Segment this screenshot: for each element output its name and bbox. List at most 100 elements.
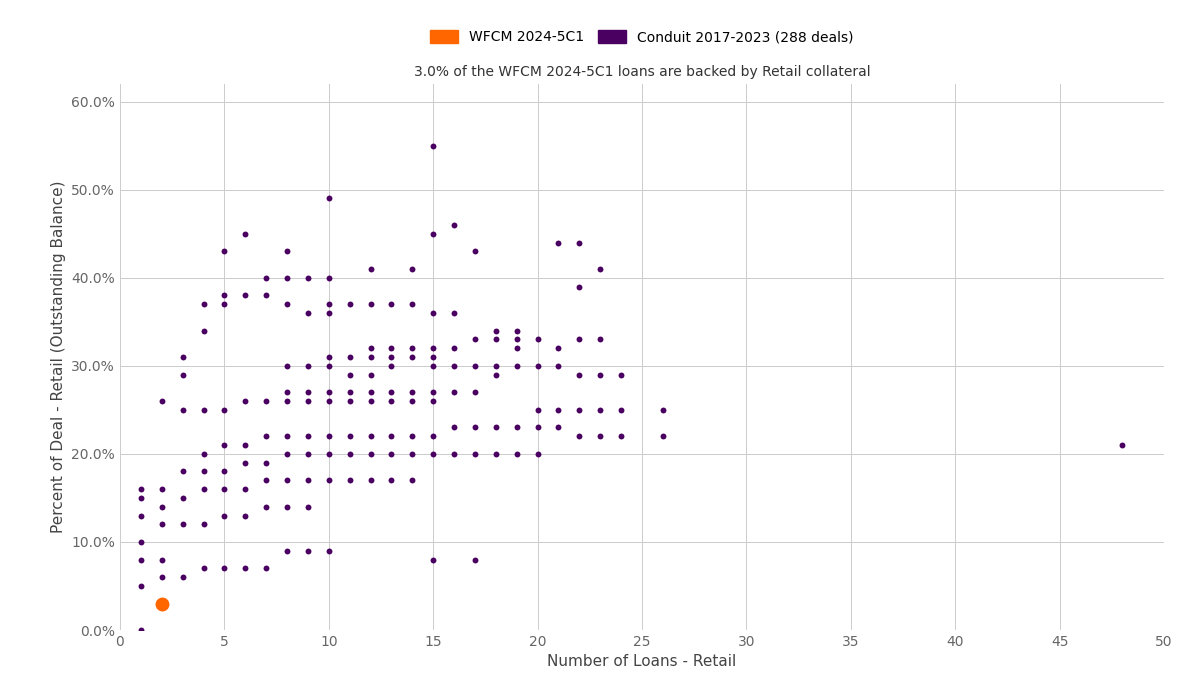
Point (590, 263, 610, 274)
Point (340, 386, 359, 398)
Point (215, 466, 234, 477)
Point (570, 369, 589, 380)
Point (152, 598, 172, 609)
Point (194, 404, 214, 415)
Point (424, 448, 443, 459)
Point (486, 360, 505, 372)
Point (340, 430, 359, 442)
Point (235, 457, 254, 468)
Y-axis label: Percent of Deal - Retail (Outstanding Balance): Percent of Deal - Retail (Outstanding Ba… (50, 181, 66, 533)
Point (548, 360, 568, 372)
Point (590, 334, 610, 345)
Point (173, 351, 192, 363)
Point (590, 430, 610, 442)
Point (235, 563, 254, 574)
Point (466, 554, 485, 565)
Point (319, 351, 338, 363)
Point (277, 545, 296, 557)
Point (257, 272, 276, 284)
Point (528, 422, 547, 433)
Point (466, 386, 485, 398)
Point (319, 475, 338, 486)
Point (235, 440, 254, 451)
Point (173, 519, 192, 530)
Point (612, 369, 631, 380)
Legend: WFCM 2024-5C1, Conduit 2017-2023 (288 deals): WFCM 2024-5C1, Conduit 2017-2023 (288 de… (431, 30, 853, 44)
Point (277, 360, 296, 372)
Point (152, 519, 172, 530)
Point (257, 457, 276, 468)
Point (653, 404, 672, 415)
Point (340, 475, 359, 486)
Point (299, 501, 318, 512)
Point (548, 237, 568, 248)
Point (486, 369, 505, 380)
Point (570, 430, 589, 442)
Title: 3.0% of the WFCM 2024-5C1 loans are backed by Retail collateral: 3.0% of the WFCM 2024-5C1 loans are back… (414, 64, 870, 78)
Point (486, 422, 505, 433)
X-axis label: Number of Loans - Retail: Number of Loans - Retail (547, 654, 737, 669)
Point (299, 272, 318, 284)
Point (152, 501, 172, 512)
Point (194, 448, 214, 459)
Point (570, 281, 589, 292)
Point (403, 342, 422, 354)
Point (235, 510, 254, 521)
Point (361, 299, 380, 310)
Point (131, 510, 150, 521)
Point (215, 290, 234, 301)
Point (403, 299, 422, 310)
Point (215, 440, 234, 451)
Point (319, 360, 338, 372)
Point (215, 246, 234, 257)
Point (444, 422, 463, 433)
Point (299, 360, 318, 372)
Point (424, 554, 443, 565)
Point (570, 237, 589, 248)
Point (382, 448, 401, 459)
Point (466, 422, 485, 433)
Point (528, 404, 547, 415)
Point (382, 342, 401, 354)
Point (215, 299, 234, 310)
Point (403, 395, 422, 407)
Point (319, 193, 338, 204)
Point (173, 492, 192, 503)
Point (235, 484, 254, 495)
Point (319, 386, 338, 398)
Point (257, 563, 276, 574)
Point (299, 430, 318, 442)
Point (361, 448, 380, 459)
Point (444, 307, 463, 318)
Point (340, 395, 359, 407)
Point (486, 325, 505, 336)
Point (319, 272, 338, 284)
Point (299, 395, 318, 407)
Point (257, 290, 276, 301)
Point (466, 360, 485, 372)
Point (444, 386, 463, 398)
Point (277, 299, 296, 310)
Point (131, 554, 150, 565)
Point (361, 369, 380, 380)
Point (235, 395, 254, 407)
Point (528, 360, 547, 372)
Point (194, 519, 214, 530)
Point (570, 404, 589, 415)
Point (319, 448, 338, 459)
Point (319, 307, 338, 318)
Point (403, 448, 422, 459)
Point (340, 448, 359, 459)
Point (466, 334, 485, 345)
Point (319, 299, 338, 310)
Point (131, 580, 150, 592)
Point (152, 484, 172, 495)
Point (299, 475, 318, 486)
Point (403, 386, 422, 398)
Point (528, 448, 547, 459)
Point (235, 290, 254, 301)
Point (424, 430, 443, 442)
Point (152, 554, 172, 565)
Point (361, 395, 380, 407)
Point (508, 342, 527, 354)
